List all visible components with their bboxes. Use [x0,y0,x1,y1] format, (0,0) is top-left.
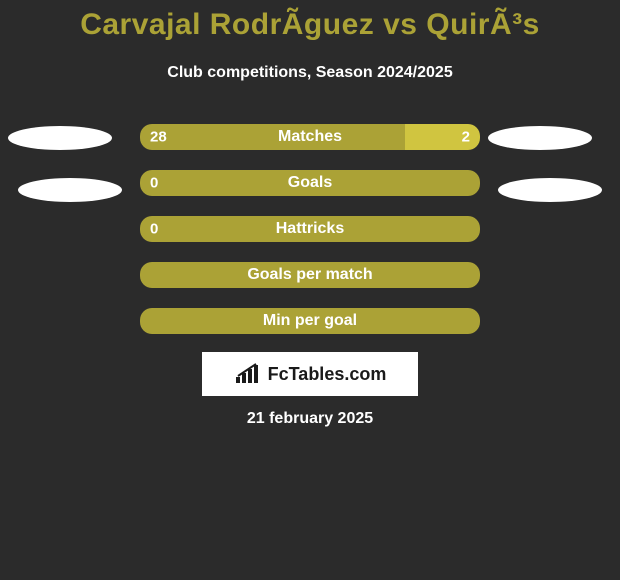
bar-label: Hattricks [140,220,480,238]
decorative-oval-0 [8,126,112,150]
bar-label: Min per goal [140,312,480,330]
stat-bar-row: Goals per match [140,262,480,288]
stat-bar-row: Min per goal [140,308,480,334]
bar-label: Goals per match [140,266,480,284]
stat-bar-row: Hattricks0 [140,216,480,242]
stat-bars: Matches282Goals0Hattricks0Goals per matc… [140,124,480,354]
snapshot-date: 21 february 2025 [0,410,620,428]
decorative-oval-1 [488,126,592,150]
decorative-oval-2 [18,178,122,202]
bar-left-value: 0 [150,221,158,238]
logo-text: FcTables.com [268,364,387,385]
comparison-title: Carvajal RodrÃ­guez vs QuirÃ³s [0,8,620,42]
stat-bar-row: Goals0 [140,170,480,196]
bar-left-value: 0 [150,175,158,192]
bars-icon [234,363,262,385]
fctables-logo: FcTables.com [202,352,418,396]
bar-right-value: 2 [462,129,470,146]
bar-left-value: 28 [150,129,167,146]
bar-label: Matches [140,128,480,146]
comparison-subtitle: Club competitions, Season 2024/2025 [0,64,620,82]
decorative-oval-3 [498,178,602,202]
stat-bar-row: Matches28 2 [140,124,480,150]
bar-label: Goals [140,174,480,192]
